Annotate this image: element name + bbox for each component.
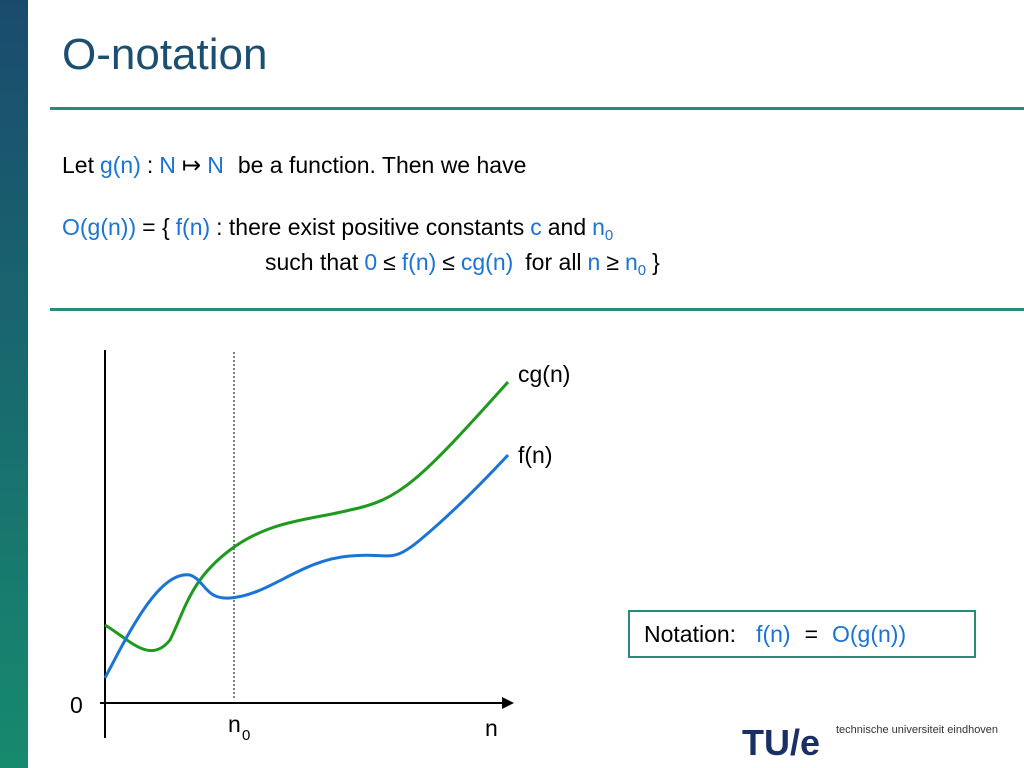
- text: ≤: [442, 249, 455, 275]
- text: O(g(n)): [832, 621, 907, 647]
- origin-label: 0: [70, 692, 83, 718]
- text: Let: [62, 152, 94, 178]
- text: f(n): [175, 214, 211, 240]
- text: : there exist positive constants: [216, 214, 525, 240]
- text: c: [530, 214, 542, 240]
- definition-line: such that 0 ≤ f(n) ≤ cg(n) for all n ≥ n0}: [265, 249, 666, 279]
- text: g(n): [99, 152, 141, 178]
- text: f(n): [401, 249, 437, 275]
- threshold-label: n: [228, 711, 241, 737]
- text: such that: [265, 249, 359, 275]
- subscript: 0: [604, 227, 614, 244]
- text: 0: [364, 249, 378, 275]
- logo-text: technische universiteit eindhoven: [836, 724, 999, 736]
- text: Notation:: [644, 621, 737, 647]
- slide-title: O-notation: [62, 30, 268, 79]
- text: O(g(n)): [62, 214, 137, 240]
- text: =: [804, 621, 818, 647]
- curve-label: f(n): [518, 442, 553, 468]
- text: }: [652, 249, 660, 275]
- lower-curve: [103, 453, 510, 679]
- text: ↦: [181, 152, 202, 178]
- curve-label: cg(n): [518, 361, 570, 387]
- text: and: [547, 214, 587, 240]
- divider: [50, 107, 1024, 110]
- text: f(n): [756, 621, 791, 647]
- text: n: [624, 249, 638, 275]
- subscript: 0: [637, 262, 647, 279]
- text: n: [587, 249, 601, 275]
- axis-arrow: [502, 697, 514, 709]
- notation-box: Notation: f(n) = O(g(n)): [628, 610, 976, 658]
- text: :: [146, 152, 154, 178]
- text: cg(n): [460, 249, 514, 275]
- text: ≥: [606, 249, 619, 275]
- divider: [50, 308, 1024, 311]
- text: ≤: [383, 249, 396, 275]
- side-bar: [0, 0, 28, 768]
- text: n: [592, 214, 605, 240]
- text: for all: [525, 249, 582, 275]
- text: N: [159, 152, 176, 178]
- text: be a function. Then we have: [237, 152, 527, 178]
- logo-mark: TU/e: [742, 722, 821, 763]
- definition-line: O(g(n)) = {f(n): there exist positive con…: [62, 214, 619, 244]
- text: N: [207, 152, 224, 178]
- text: = {: [142, 214, 170, 240]
- threshold-subscript: 0: [242, 727, 250, 744]
- x-axis-label: n: [485, 715, 498, 741]
- upper-curve: [104, 380, 510, 653]
